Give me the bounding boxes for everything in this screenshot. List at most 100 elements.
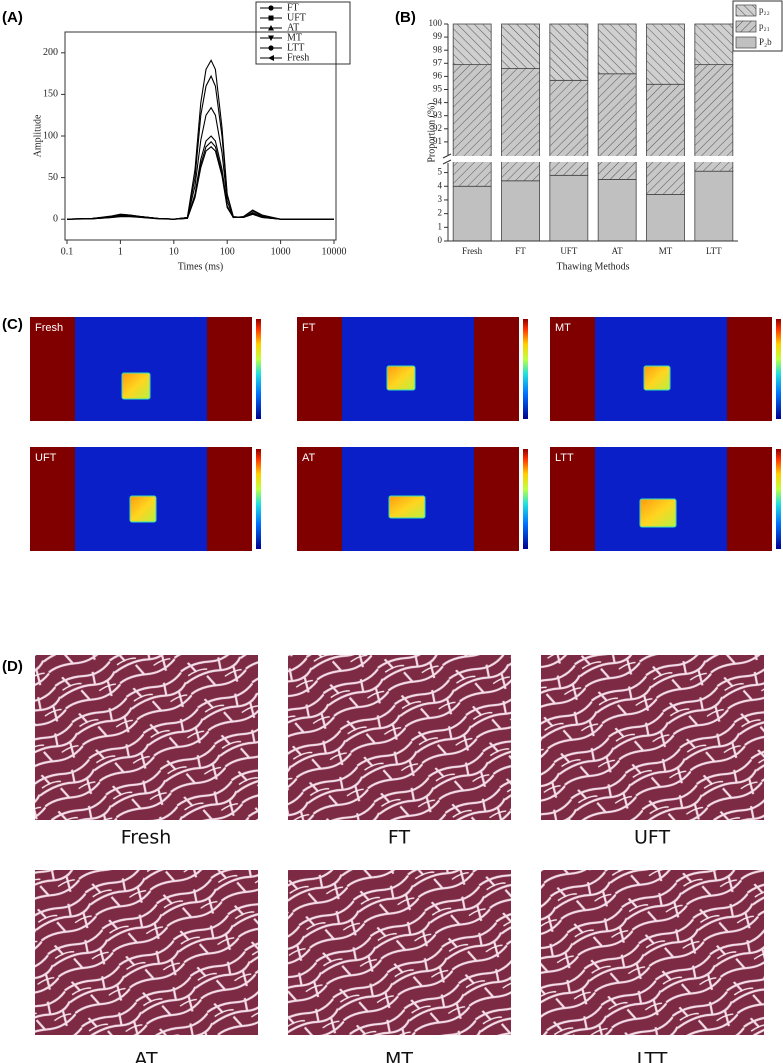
mri-sample (121, 372, 151, 400)
bar-segment (501, 68, 540, 182)
bar-segment (452, 23, 492, 66)
x-tick-label: 1 (118, 246, 123, 257)
y-tick-label: 100 (429, 18, 443, 28)
colorbar (523, 319, 528, 419)
y-tick-label: 92 (433, 123, 442, 133)
legend-marker (268, 15, 274, 21)
y-tick-label: 0 (438, 235, 443, 245)
y-tick-label: 97 (433, 57, 443, 67)
legend-label: p₂₁ (759, 21, 770, 31)
micrograph (288, 870, 511, 1035)
micrograph (288, 655, 511, 820)
x-axis-label: Times (ms) (178, 261, 223, 272)
bar-segment (694, 64, 734, 172)
bar-segment (501, 180, 540, 242)
y-tick-label: 50 (48, 172, 58, 183)
colorbar (523, 449, 528, 549)
image-label: LTT (555, 452, 574, 464)
bar-segment (597, 23, 637, 75)
mri-sample (388, 495, 426, 519)
y-tick-label: 3 (438, 194, 443, 204)
bar-segment (694, 170, 734, 242)
y-tick-label: 96 (433, 70, 443, 80)
panel-label: (C) (2, 316, 23, 333)
legend-marker (268, 25, 274, 31)
y-tick-label: 5 (438, 167, 443, 177)
x-tick-label: 10000 (322, 246, 347, 257)
colorbar (256, 319, 261, 419)
x-tick-label: 100 (220, 246, 235, 257)
legend-frame (255, 1, 351, 65)
mri-sample (643, 365, 671, 391)
axis-break-gap (440, 156, 740, 162)
legend-label: MT (287, 32, 302, 43)
y-tick-label: 91 (433, 136, 442, 146)
y-tick-label: 93 (433, 110, 443, 120)
colorbar (776, 319, 781, 419)
bar-segment (646, 23, 685, 85)
panel-label: (A) (2, 9, 23, 26)
bar-segment (597, 179, 637, 242)
y-tick-label: 200 (43, 47, 58, 58)
legend-label: P₂b (759, 37, 772, 47)
legend-swatch (735, 36, 757, 49)
image-caption: AT (134, 1049, 158, 1063)
colorbar (776, 449, 781, 549)
bar-segment (549, 174, 589, 242)
mri-sample (386, 365, 416, 391)
image-label: MT (555, 322, 571, 334)
micrograph (541, 870, 764, 1035)
legend-label: p₂₂ (759, 5, 770, 15)
bar-segment (646, 83, 685, 195)
legend-swatch (735, 4, 757, 17)
y-axis-label: Proportion (%) (426, 102, 437, 162)
mri-sample (639, 498, 677, 528)
series-line (66, 74, 334, 220)
x-tick-label: FT (515, 246, 526, 256)
bar-segment (694, 23, 734, 66)
colorbar (256, 449, 261, 549)
legend-marker (268, 5, 274, 11)
bar-segment (597, 73, 637, 180)
image-caption: Fresh (121, 827, 172, 849)
x-tick-label: LTT (706, 246, 722, 256)
image-label: Fresh (35, 322, 63, 334)
y-tick-label: 0 (53, 213, 58, 224)
panel-label: (D) (2, 658, 23, 675)
x-tick-label: 10 (169, 246, 179, 257)
x-tick-label: 0.1 (61, 246, 74, 257)
y-tick-label: 98 (433, 44, 443, 54)
x-tick-label: Fresh (462, 246, 482, 256)
micrograph (541, 655, 764, 820)
x-tick-label: AT (612, 246, 624, 256)
image-label: UFT (35, 452, 57, 464)
x-tick-label: 1000 (271, 246, 291, 257)
bar-segment (549, 23, 589, 81)
image-caption: UFT (634, 827, 671, 849)
x-tick-label: UFT (560, 246, 578, 256)
y-tick-label: 100 (43, 130, 58, 141)
image-caption: MT (385, 1049, 413, 1063)
y-axis-label: Amplitude (32, 114, 43, 157)
y-tick-label: 1 (438, 221, 443, 231)
legend-label: FT (287, 2, 299, 13)
legend-label: AT (287, 22, 299, 33)
y-tick-label: 99 (433, 31, 443, 41)
image-label: FT (302, 322, 316, 334)
micrograph (35, 655, 258, 820)
legend-marker (268, 55, 274, 61)
y-tick-label: 4 (438, 180, 443, 190)
bar-segment (501, 23, 540, 69)
series-line (66, 146, 334, 220)
panel-label: (B) (395, 9, 416, 26)
axis-break (442, 153, 452, 165)
image-caption: LTT (637, 1049, 668, 1063)
bar-segment (452, 185, 492, 242)
legend-frame (732, 0, 783, 52)
x-axis-label: Thawing Methods (556, 261, 629, 272)
y-tick-label: 94 (433, 97, 443, 107)
y-tick-label: 2 (438, 208, 443, 218)
image-caption: FT (388, 827, 411, 849)
series-line (66, 135, 334, 220)
